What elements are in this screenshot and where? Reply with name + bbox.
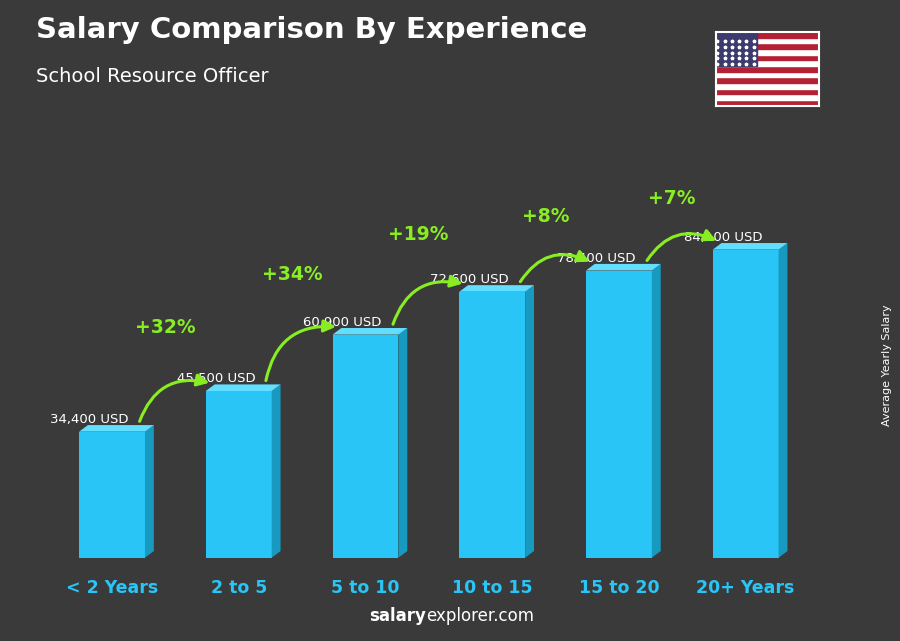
Bar: [716, 66, 819, 72]
Text: 60,900 USD: 60,900 USD: [303, 316, 382, 329]
Polygon shape: [713, 243, 788, 249]
Text: +32%: +32%: [135, 318, 195, 337]
Text: 84,100 USD: 84,100 USD: [684, 231, 762, 244]
Text: Average Yearly Salary: Average Yearly Salary: [881, 304, 892, 426]
Text: 2 to 5: 2 to 5: [211, 579, 267, 597]
Text: salary: salary: [369, 607, 426, 625]
Bar: [713, 249, 778, 558]
Bar: [716, 38, 819, 44]
Bar: [79, 431, 145, 558]
Polygon shape: [145, 425, 154, 558]
Bar: [206, 391, 272, 558]
Polygon shape: [778, 243, 788, 558]
Text: +19%: +19%: [389, 225, 449, 244]
Bar: [716, 78, 819, 83]
Text: 72,600 USD: 72,600 USD: [430, 273, 508, 286]
Polygon shape: [79, 425, 154, 431]
Text: 10 to 15: 10 to 15: [452, 579, 533, 597]
Text: 5 to 10: 5 to 10: [331, 579, 400, 597]
Bar: [716, 32, 819, 38]
Text: +7%: +7%: [648, 189, 696, 208]
Text: < 2 Years: < 2 Years: [66, 579, 158, 597]
Polygon shape: [399, 328, 408, 558]
Bar: [716, 32, 757, 66]
Polygon shape: [332, 328, 408, 335]
Text: +34%: +34%: [262, 265, 322, 284]
Polygon shape: [206, 385, 281, 391]
Bar: [716, 88, 819, 94]
Polygon shape: [272, 385, 281, 558]
Bar: [332, 335, 399, 558]
Bar: [716, 94, 819, 100]
Text: 20+ Years: 20+ Years: [697, 579, 795, 597]
Polygon shape: [459, 285, 534, 292]
Polygon shape: [652, 264, 661, 558]
Polygon shape: [586, 264, 661, 271]
Text: School Resource Officer: School Resource Officer: [36, 67, 268, 87]
Bar: [716, 100, 819, 106]
Bar: [716, 60, 819, 66]
Bar: [716, 44, 819, 49]
Bar: [459, 292, 525, 558]
Text: +8%: +8%: [522, 207, 569, 226]
Text: 34,400 USD: 34,400 USD: [50, 413, 129, 426]
Text: 15 to 20: 15 to 20: [579, 579, 659, 597]
Bar: [716, 49, 819, 54]
Text: explorer.com: explorer.com: [427, 607, 535, 625]
Bar: [716, 83, 819, 88]
Polygon shape: [525, 285, 534, 558]
Text: 45,500 USD: 45,500 USD: [176, 372, 256, 385]
Text: Salary Comparison By Experience: Salary Comparison By Experience: [36, 16, 587, 44]
Bar: [716, 72, 819, 78]
Bar: [716, 54, 819, 60]
Bar: [586, 271, 652, 558]
Text: 78,400 USD: 78,400 USD: [557, 252, 635, 265]
